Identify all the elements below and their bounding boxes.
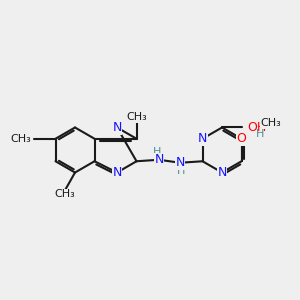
Text: OH: OH xyxy=(248,121,267,134)
Text: H: H xyxy=(177,166,186,176)
Text: H: H xyxy=(153,147,162,157)
Text: N: N xyxy=(217,166,227,179)
Text: O: O xyxy=(237,132,247,145)
Text: N: N xyxy=(175,156,185,169)
Text: N: N xyxy=(112,166,122,179)
Text: N: N xyxy=(112,121,122,134)
Text: CH₃: CH₃ xyxy=(126,112,147,122)
Text: CH₃: CH₃ xyxy=(260,118,281,128)
Text: N: N xyxy=(154,153,164,166)
Text: CH₃: CH₃ xyxy=(10,134,31,144)
Text: N: N xyxy=(198,132,207,145)
Text: H: H xyxy=(256,129,264,139)
Text: CH₃: CH₃ xyxy=(54,189,75,199)
